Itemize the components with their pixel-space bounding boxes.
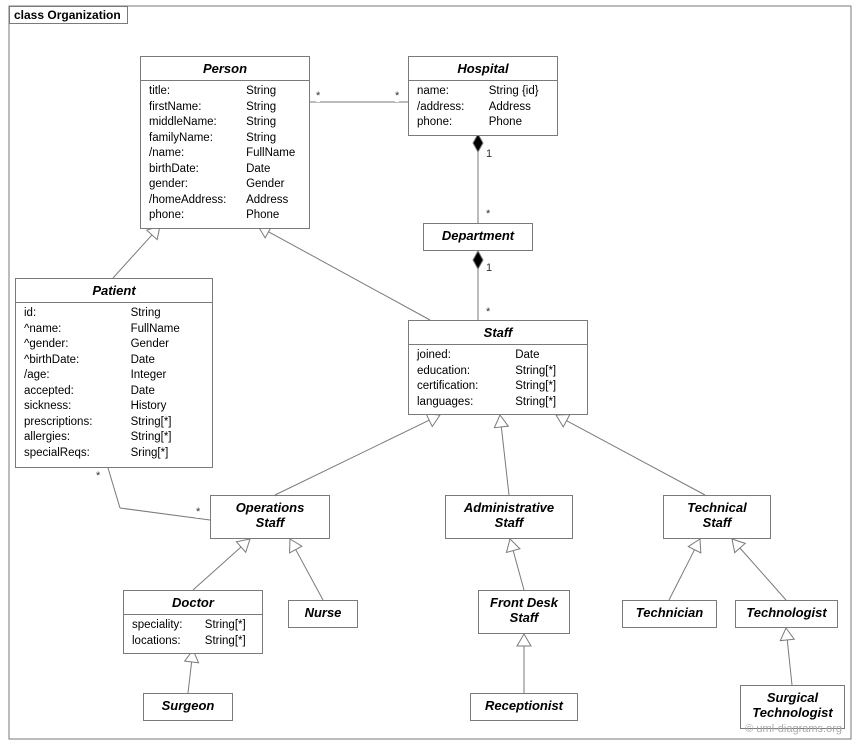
multiplicity-label: 1 xyxy=(486,148,492,160)
class-person: Persontitle:StringfirstName:Stringmiddle… xyxy=(140,56,310,229)
class-hospital: Hospitalname:String {id}/address:Address… xyxy=(408,56,558,136)
class-receptionist: Receptionist xyxy=(470,693,578,721)
class-technologist: Technologist xyxy=(735,600,838,628)
class-title: Staff xyxy=(409,321,587,344)
class-title: Receptionist xyxy=(471,694,577,717)
class-attrs: id:String^name:FullName^gender:Gender^bi… xyxy=(16,303,212,465)
multiplicity-label: * xyxy=(196,506,200,518)
class-department: Department xyxy=(423,223,533,251)
class-patient: Patientid:String^name:FullName^gender:Ge… xyxy=(15,278,213,468)
multiplicity-label: * xyxy=(96,470,100,482)
class-title: TechnicalStaff xyxy=(664,496,770,534)
multiplicity-label: * xyxy=(486,306,490,318)
class-title: AdministrativeStaff xyxy=(446,496,572,534)
class-title: Technician xyxy=(623,601,716,624)
class-technician: Technician xyxy=(622,600,717,628)
class-attrs: title:StringfirstName:StringmiddleName:S… xyxy=(141,81,309,228)
class-nurse: Nurse xyxy=(288,600,358,628)
class-attrs: speciality:String[*]locations:String[*] xyxy=(124,615,262,653)
multiplicity-label: * xyxy=(486,208,490,220)
class-title: Front DeskStaff xyxy=(479,591,569,629)
class-title: OperationsStaff xyxy=(211,496,329,534)
class-title: Nurse xyxy=(289,601,357,624)
class-title: Doctor xyxy=(124,591,262,614)
uml-canvas: class Organization Persontitle:Stringfir… xyxy=(0,0,860,747)
class-techstaff: TechnicalStaff xyxy=(663,495,771,539)
class-title: Surgeon xyxy=(144,694,232,717)
class-title: Patient xyxy=(16,279,212,302)
class-title: Person xyxy=(141,57,309,80)
class-doctor: Doctorspeciality:String[*]locations:Stri… xyxy=(123,590,263,654)
multiplicity-label: 1 xyxy=(486,262,492,274)
class-title: Hospital xyxy=(409,57,557,80)
multiplicity-label: * xyxy=(395,90,399,102)
class-opsstaff: OperationsStaff xyxy=(210,495,330,539)
class-title: SurgicalTechnologist xyxy=(741,686,844,724)
class-staff: Staffjoined:Dateeducation:String[*]certi… xyxy=(408,320,588,415)
class-title: Technologist xyxy=(736,601,837,624)
class-attrs: joined:Dateeducation:String[*]certificat… xyxy=(409,345,587,414)
class-surgeon: Surgeon xyxy=(143,693,233,721)
frame-label: class Organization xyxy=(9,6,128,24)
class-adminstaff: AdministrativeStaff xyxy=(445,495,573,539)
watermark: © uml-diagrams.org xyxy=(745,723,842,735)
multiplicity-label: * xyxy=(316,90,320,102)
class-frontdesk: Front DeskStaff xyxy=(478,590,570,634)
class-title: Department xyxy=(424,224,532,247)
class-attrs: name:String {id}/address:Addressphone:Ph… xyxy=(409,81,557,135)
